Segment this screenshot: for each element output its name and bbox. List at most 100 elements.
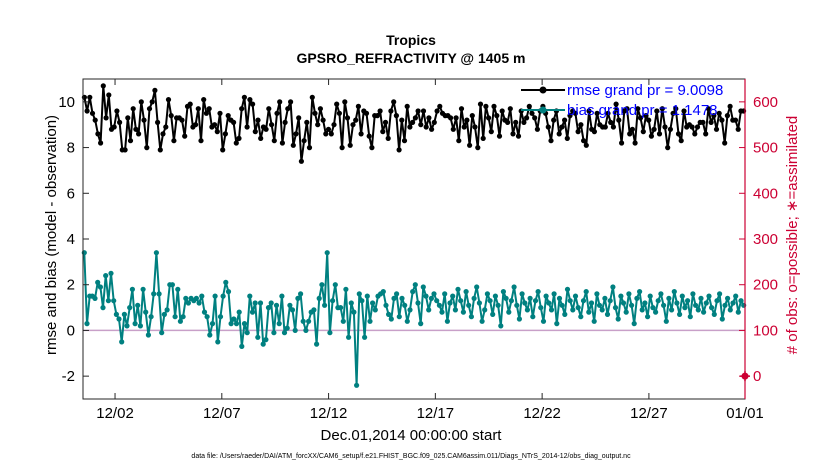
bias-point (249, 309, 256, 315)
bias-point (132, 321, 138, 327)
bias-point (554, 321, 560, 327)
rmse-point (225, 113, 231, 119)
bias-point (546, 300, 552, 306)
bias-point (372, 307, 378, 313)
rmse-point (667, 126, 674, 132)
rmse-point (285, 106, 291, 112)
bias-point (215, 339, 221, 345)
legend: rmse grand pr = 9.0098 bias grand pr = 1… (521, 82, 723, 119)
rmse-point (239, 106, 245, 112)
bias-point (612, 305, 619, 311)
rmse-point (277, 99, 283, 105)
rmse-point (562, 117, 568, 123)
rmse-point (171, 138, 177, 144)
bias-point (661, 302, 667, 308)
rmse-point (532, 115, 538, 121)
y-right-tick-label: 0 (753, 368, 761, 385)
rmse-point (486, 115, 492, 121)
x-tick-label: 12/12 (310, 405, 348, 422)
rmse-point (98, 140, 104, 146)
rmse-point (201, 97, 207, 103)
rmse-point (724, 113, 731, 119)
bias-point (580, 298, 587, 304)
rmse-point (673, 106, 679, 112)
bias-point (604, 311, 611, 317)
rmse-point (494, 113, 500, 119)
rmse-point (678, 138, 684, 144)
y-axis-right: 0 100 200 300 400 500 600 (739, 79, 778, 399)
rmse-point (244, 124, 250, 130)
rmse-point (564, 135, 570, 141)
rmse-point (141, 117, 147, 123)
rmse-point (315, 122, 321, 128)
bias-point (615, 316, 621, 322)
bias-point (354, 382, 360, 388)
rmse-point (203, 110, 209, 116)
bias-point (257, 300, 264, 306)
bias-point (255, 334, 261, 340)
rmse-point (214, 129, 220, 135)
bias-point (591, 318, 597, 324)
bias-point (677, 311, 683, 317)
rmse-point (475, 145, 481, 151)
rmse-point (594, 110, 600, 116)
bias-point (567, 298, 573, 304)
rmse-point (353, 117, 359, 123)
bias-point (97, 284, 103, 290)
rmse-point (366, 133, 372, 139)
rmse-point (700, 119, 706, 125)
bias-point (679, 293, 685, 299)
rmse-point (548, 138, 554, 144)
bias-point (620, 300, 627, 306)
bias-point (396, 314, 402, 320)
rmse-point (369, 145, 375, 151)
bias-point (653, 309, 659, 315)
bias-point (119, 339, 125, 345)
rmse-point (149, 99, 155, 105)
bias-point (84, 321, 90, 327)
bias-point (135, 302, 141, 308)
bias-point (669, 307, 675, 313)
rmse-point (559, 124, 565, 130)
bias-point (196, 300, 202, 306)
rmse-point (233, 140, 239, 146)
rmse-point (122, 147, 128, 153)
bias-point (148, 314, 154, 320)
bias-point (327, 330, 333, 336)
rmse-point (694, 124, 701, 130)
y-left-tick-label: 2 (67, 277, 75, 294)
bias-point (233, 321, 240, 327)
bias-point (522, 300, 528, 306)
rmse-point (347, 142, 353, 148)
y-right-tick-label: 400 (753, 185, 778, 202)
bias-point (412, 282, 418, 288)
bias-point (530, 314, 536, 320)
bias-point (351, 309, 357, 315)
bias-point (498, 323, 504, 329)
bias-point (420, 284, 426, 290)
rmse-point (269, 122, 275, 128)
bias-point (113, 311, 119, 317)
rmse-point (247, 97, 253, 103)
rmse-point (488, 129, 494, 135)
bias-point (564, 286, 571, 292)
rmse-point (114, 108, 120, 114)
rmse-point (456, 138, 462, 144)
bias-point (586, 309, 592, 315)
rmse-point (220, 147, 226, 153)
rmse-point (160, 131, 166, 137)
x-axis: 12/02 12/07 12/12 12/17 12/22 12/27 01/01 (96, 79, 764, 422)
rmse-point (534, 126, 541, 132)
data-file-footer: data file: /Users/raeder/DAI/ATM_forcXX/… (191, 453, 631, 460)
bias-point (610, 284, 616, 290)
rmse-point (410, 119, 416, 125)
x-tick-label: 01/01 (726, 405, 764, 422)
bias-point (607, 298, 613, 304)
bias-point (314, 341, 320, 347)
rmse-point (198, 138, 204, 144)
bias-point (343, 286, 349, 292)
bias-point (391, 295, 397, 301)
rmse-point (662, 124, 668, 130)
y-axis-right-label: # of obs: o=possible; ∗=assimilated (784, 116, 801, 355)
rmse-point (505, 119, 511, 125)
